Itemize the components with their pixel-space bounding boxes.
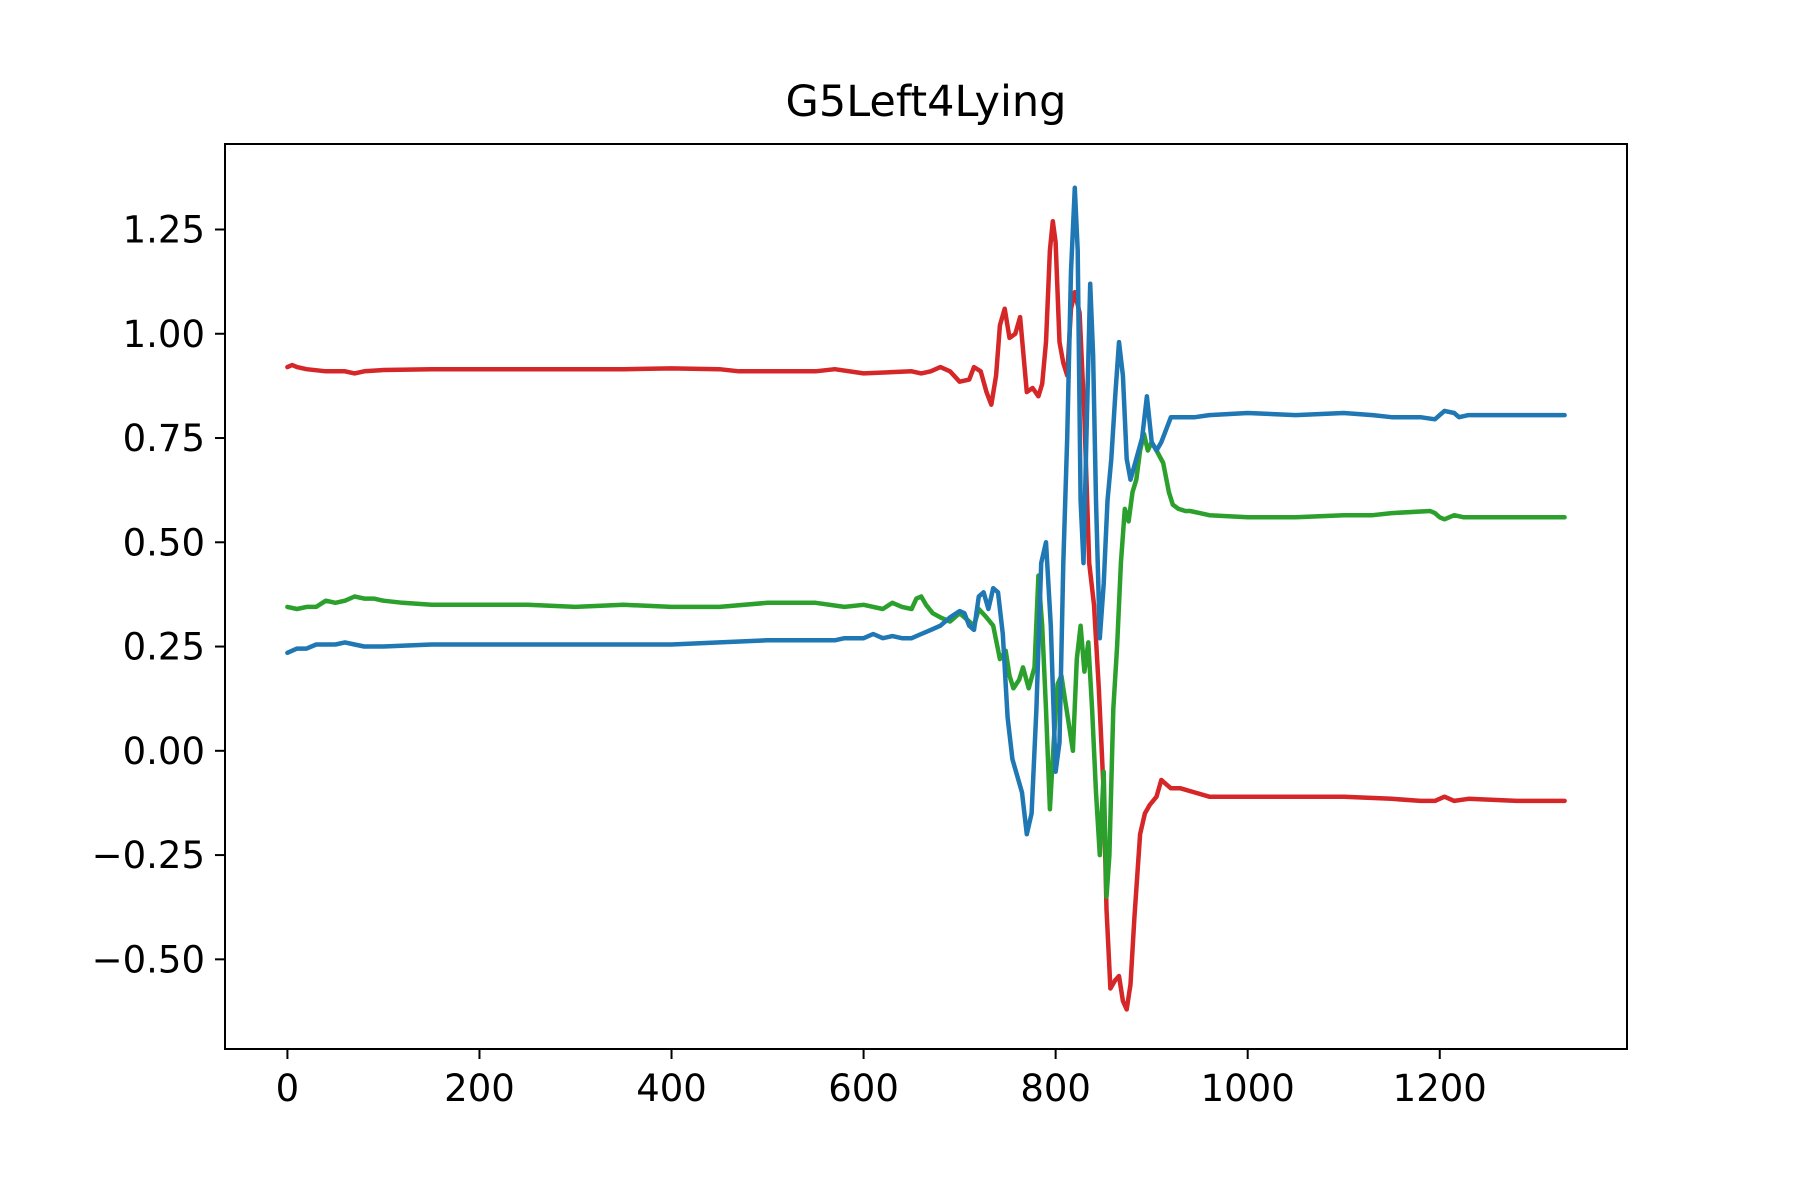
y-tick-label: 0.00 bbox=[123, 730, 205, 773]
y-tick-label: 1.25 bbox=[123, 208, 205, 251]
y-tick-label: −0.50 bbox=[92, 938, 205, 981]
series-line-2 bbox=[285, 431, 1567, 900]
y-tick-label: −0.25 bbox=[92, 834, 205, 877]
chart-title: G5Left4Lying bbox=[786, 77, 1067, 127]
y-tick-label: 0.25 bbox=[123, 626, 205, 669]
x-axis: 0 200 400 600 800 1000 1200 bbox=[276, 1049, 1487, 1110]
x-tick-label: 400 bbox=[636, 1067, 707, 1110]
x-tick-label: 0 bbox=[276, 1067, 300, 1110]
series-line-3 bbox=[285, 185, 1567, 837]
x-tick-label: 600 bbox=[828, 1067, 899, 1110]
series-layer bbox=[285, 185, 1567, 1012]
series-line-1 bbox=[285, 218, 1567, 1012]
y-tick-label: 0.50 bbox=[123, 521, 205, 564]
x-tick-label: 1000 bbox=[1201, 1067, 1295, 1110]
y-axis: −0.50 −0.25 0.00 0.25 0.50 0.75 1.00 1.25 bbox=[92, 208, 225, 981]
plot-frame bbox=[224, 143, 1628, 1050]
x-tick-label: 1200 bbox=[1393, 1067, 1487, 1110]
x-tick-label: 800 bbox=[1020, 1067, 1091, 1110]
y-tick-label: 0.75 bbox=[123, 417, 205, 460]
y-tick-label: 1.00 bbox=[123, 313, 205, 356]
x-tick-label: 200 bbox=[444, 1067, 515, 1110]
